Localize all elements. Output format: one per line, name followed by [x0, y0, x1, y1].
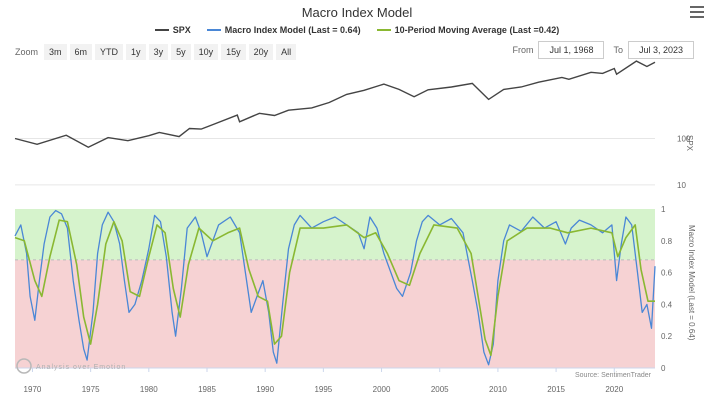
- moving-average-line: [14, 219, 655, 357]
- zoom-ytd-button[interactable]: YTD: [95, 44, 124, 60]
- x-tick-1990: 1990: [256, 385, 274, 394]
- range-to-label: To: [613, 45, 623, 55]
- x-tick-1970: 1970: [24, 385, 42, 394]
- watermark-logo: [16, 358, 32, 374]
- x-tick-2000: 2000: [373, 385, 391, 394]
- model-y-tick-1: 0.2: [661, 332, 673, 341]
- range-to-input[interactable]: Jul 3, 2023: [628, 41, 694, 59]
- legend-item-moving-average[interactable]: 10-Period Moving Average (Last =0.42): [376, 25, 560, 35]
- range-from-label: From: [512, 45, 534, 55]
- range-from-input[interactable]: Jul 1, 1968: [538, 41, 605, 59]
- spx-series-line: [14, 60, 656, 148]
- watermark-text: Analysis over Emotion: [36, 364, 126, 371]
- source-credit: Source: SentimenTrader: [575, 372, 652, 379]
- legend-swatch-spx: [154, 29, 169, 31]
- x-tick-1975: 1975: [82, 385, 100, 394]
- x-tick-2010: 2010: [489, 385, 507, 394]
- spx-y-tick-1: 10: [677, 181, 686, 190]
- legend-swatch-macro-index: [206, 29, 221, 31]
- zoom-controls: Zoom 3m 6m YTD 1y 3y 5y 10y 15y 20y All: [15, 44, 297, 60]
- bearish-zone: [15, 259, 655, 368]
- chart-title: Macro Index Model: [301, 5, 413, 20]
- legend-swatch-moving-average: [376, 29, 391, 31]
- zoom-all-button[interactable]: All: [276, 44, 297, 60]
- menu-icon[interactable]: [690, 6, 704, 18]
- macro-index-line: [14, 209, 656, 366]
- zoom-3y-button[interactable]: 3y: [148, 44, 169, 60]
- model-y-tick-5: 1: [661, 205, 666, 214]
- model-y-tick-3: 0.6: [661, 269, 673, 278]
- spx-y-axis-label: SPX: [685, 135, 694, 152]
- zoom-6m-button[interactable]: 6m: [69, 44, 93, 60]
- x-tick-2020: 2020: [605, 385, 623, 394]
- zoom-15y-button[interactable]: 15y: [221, 44, 246, 60]
- x-tick-1985: 1985: [198, 385, 216, 394]
- spx-y-tick-0: 100: [677, 135, 691, 144]
- date-range: From Jul 1, 1968 To Jul 3, 2023: [512, 41, 694, 59]
- x-tick-2005: 2005: [431, 385, 449, 394]
- legend-label-moving-average: 10-Period Moving Average (Last =0.42): [394, 25, 560, 35]
- zoom-label: Zoom: [15, 47, 39, 57]
- zoom-1y-button[interactable]: 1y: [126, 44, 146, 60]
- x-tick-2015: 2015: [547, 385, 565, 394]
- zoom-20y-button[interactable]: 20y: [248, 44, 274, 60]
- legend-label-macro-index: Macro Index Model (Last = 0.64): [224, 25, 361, 35]
- model-y-tick-4: 0.8: [661, 237, 673, 246]
- legend: SPX Macro Index Model (Last = 0.64) 10-P…: [0, 25, 714, 35]
- x-tick-1995: 1995: [314, 385, 332, 394]
- model-y-tick-0: 0: [661, 364, 666, 373]
- zoom-5y-button[interactable]: 5y: [171, 44, 191, 60]
- model-y-tick-2: 0.4: [661, 300, 673, 309]
- zoom-3m-button[interactable]: 3m: [44, 44, 67, 60]
- zoom-10y-button[interactable]: 10y: [193, 44, 219, 60]
- x-tick-1980: 1980: [140, 385, 158, 394]
- legend-item-spx[interactable]: SPX: [154, 25, 191, 35]
- model-y-axis-label: Macro Index Model (Last = 0.64): [687, 225, 696, 341]
- legend-item-macro-index[interactable]: Macro Index Model (Last = 0.64): [206, 25, 361, 35]
- legend-label-spx: SPX: [172, 25, 191, 35]
